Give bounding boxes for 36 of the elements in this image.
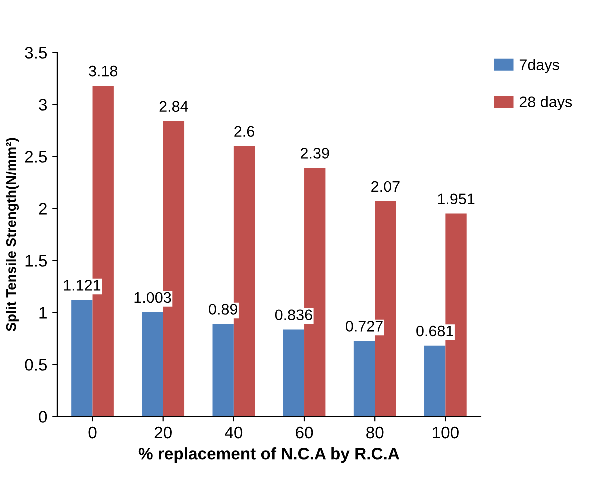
y-tick-label: 2 [39,203,47,215]
y-tick-label: 1.5 [26,255,48,267]
bar [72,300,93,417]
data-label: 3.18 [89,66,118,77]
y-tick-label: 2.5 [25,151,48,163]
bar [283,330,305,417]
data-label: 2.6 [234,126,254,138]
y-tick-label: 1 [40,307,47,319]
x-tick-label: 40 [225,426,243,439]
y-tick-label: 0 [39,411,48,423]
x-tick-label: 20 [154,426,172,439]
data-label: 0.681 [416,326,454,337]
data-label: 0.89 [209,304,238,315]
x-tick-label: 60 [296,426,314,439]
y-tick-label: 3 [39,99,48,111]
x-axis-title: % replacement of N.C.A by R.C.A [138,448,400,464]
x-tick-label: 100 [433,426,459,439]
data-label: 2.39 [301,148,330,159]
x-tick-label: 80 [366,426,384,439]
data-label: 1.121 [64,280,101,291]
bar [354,341,376,417]
x-tick-label: 0 [88,426,97,439]
data-label: 0.836 [275,310,312,321]
data-label: 1.951 [438,194,475,205]
bar [424,346,446,417]
y-tick-label: 0.5 [25,359,48,371]
data-label: 2.84 [160,101,188,112]
data-label: 2.07 [372,181,400,192]
y-tick-label: 3.5 [25,47,48,59]
legend-label: 7days [520,59,560,74]
bar [212,324,234,417]
bar [142,312,164,417]
legend-label: 28 days [520,96,572,111]
data-label: 0.727 [346,321,383,332]
data-label: 1.003 [134,292,172,304]
y-axis-title: Split Tensile Strength(N/mm²) [6,138,20,332]
